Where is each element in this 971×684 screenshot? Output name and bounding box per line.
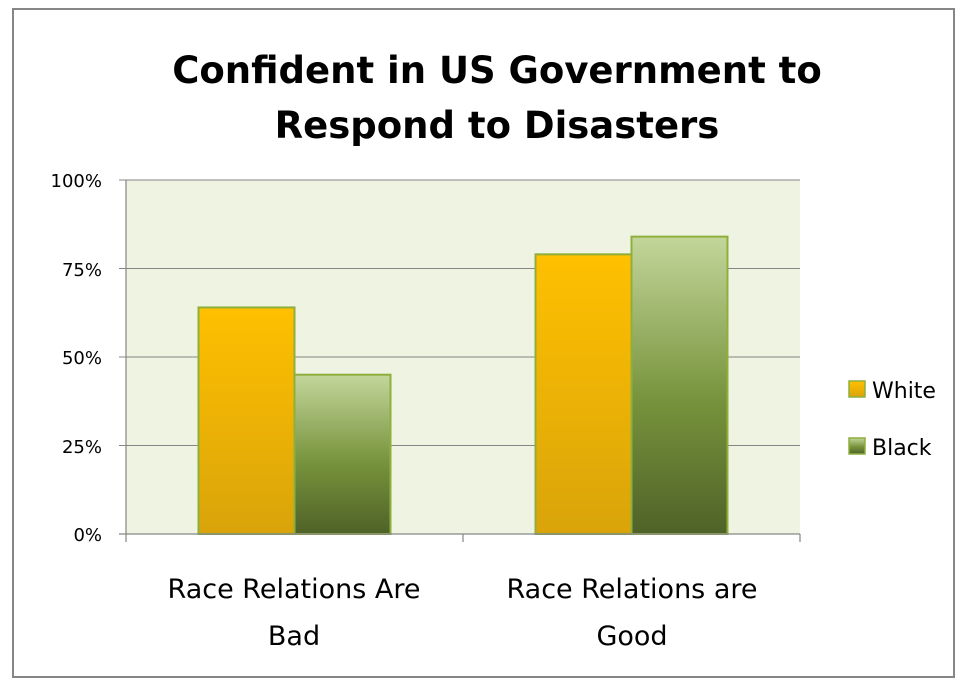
y-tick-label: 50% bbox=[62, 348, 102, 369]
legend-swatch-white bbox=[848, 380, 866, 398]
y-tick-label: 75% bbox=[62, 260, 102, 281]
bar-black-2 bbox=[630, 235, 729, 535]
bar-white-1 bbox=[197, 306, 296, 535]
x-category-label: Race Relations Are bbox=[168, 574, 421, 605]
bar-white-2 bbox=[534, 253, 633, 535]
y-tick-label: 100% bbox=[51, 171, 102, 192]
chart-title-line-1: Confident in US Government to bbox=[172, 49, 822, 92]
axes bbox=[119, 180, 801, 542]
bar-black-1 bbox=[293, 373, 392, 536]
bars bbox=[197, 235, 729, 536]
legend-label-black: Black bbox=[872, 436, 932, 461]
x-category-label: Good bbox=[596, 621, 667, 652]
legend-swatch-black bbox=[848, 437, 866, 455]
legend: White Black bbox=[848, 379, 936, 461]
x-category-label: Bad bbox=[268, 621, 320, 652]
y-tick-label: 0% bbox=[73, 525, 102, 546]
legend-label-white: White bbox=[872, 379, 936, 404]
y-tick-label: 25% bbox=[62, 437, 102, 458]
chart-title-line-2: Respond to Disasters bbox=[275, 104, 720, 147]
x-category-label: Race Relations are bbox=[507, 574, 758, 605]
